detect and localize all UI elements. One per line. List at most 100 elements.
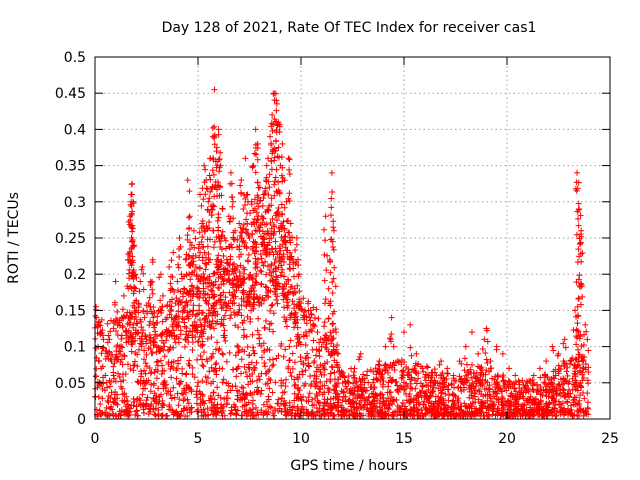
data-point <box>266 366 273 373</box>
data-point <box>282 238 289 245</box>
data-point <box>259 235 266 242</box>
data-point <box>189 293 196 300</box>
data-point <box>153 349 160 356</box>
data-point <box>149 259 156 266</box>
data-point <box>339 380 346 387</box>
data-point <box>278 224 285 231</box>
data-point <box>189 328 196 335</box>
data-point <box>574 407 581 414</box>
data-point <box>513 396 520 403</box>
data-point <box>213 144 220 151</box>
data-point <box>482 371 489 378</box>
data-point <box>200 330 207 337</box>
data-point <box>307 317 314 324</box>
data-point <box>371 400 378 407</box>
data-point <box>215 131 222 138</box>
data-point <box>173 333 180 340</box>
data-point <box>119 344 126 351</box>
data-point <box>574 320 581 327</box>
data-point <box>146 294 153 301</box>
data-point <box>498 407 505 414</box>
data-point <box>431 379 438 386</box>
data-point <box>243 333 250 340</box>
data-point <box>283 323 290 330</box>
data-point <box>402 383 409 390</box>
data-point <box>351 409 358 416</box>
data-point <box>531 396 538 403</box>
data-point <box>265 155 272 162</box>
data-point <box>263 398 270 405</box>
data-point <box>165 347 172 354</box>
data-point <box>338 409 345 416</box>
data-point <box>357 378 364 385</box>
data-point <box>291 412 298 419</box>
data-point <box>126 408 133 415</box>
data-point <box>180 397 187 404</box>
data-point <box>155 406 162 413</box>
data-point <box>415 399 422 406</box>
data-point <box>270 361 277 368</box>
data-point <box>264 403 271 410</box>
data-point <box>280 379 287 386</box>
data-point <box>468 383 475 390</box>
data-point <box>486 368 493 375</box>
data-point <box>158 307 165 314</box>
data-point <box>219 379 226 386</box>
data-point <box>186 270 193 277</box>
data-point <box>288 311 295 318</box>
data-point <box>412 369 419 376</box>
data-point <box>199 309 206 316</box>
data-point <box>224 267 231 274</box>
data-point <box>351 374 358 381</box>
data-point <box>468 370 475 377</box>
data-point <box>350 412 357 419</box>
data-point <box>463 372 470 379</box>
data-point <box>184 396 191 403</box>
data-point <box>208 287 215 294</box>
data-point <box>202 266 209 273</box>
data-point <box>143 351 150 358</box>
data-point <box>97 401 104 408</box>
data-point <box>217 321 224 328</box>
data-point <box>196 229 203 236</box>
data-point <box>226 271 233 278</box>
data-point <box>274 217 281 224</box>
data-point <box>201 249 208 256</box>
data-point <box>401 329 407 336</box>
data-point <box>530 387 537 394</box>
data-point <box>106 336 113 343</box>
data-point <box>205 312 212 319</box>
data-point <box>512 372 519 379</box>
data-point <box>330 335 337 342</box>
data-point <box>192 252 199 259</box>
data-point <box>268 272 275 279</box>
data-point <box>483 327 490 334</box>
data-point <box>146 365 153 372</box>
data-point <box>388 331 395 338</box>
data-point <box>243 216 250 223</box>
data-point <box>183 328 190 335</box>
data-point <box>458 360 465 367</box>
data-point <box>261 221 268 228</box>
data-point <box>116 408 123 415</box>
data-point <box>425 372 432 379</box>
data-point <box>134 363 141 370</box>
data-point <box>334 341 341 348</box>
data-point <box>559 400 566 407</box>
data-point <box>294 316 301 323</box>
data-point <box>252 126 259 133</box>
data-point <box>220 289 227 296</box>
data-point <box>453 411 460 418</box>
data-point <box>183 331 190 338</box>
data-point <box>286 357 293 364</box>
data-point <box>287 283 294 290</box>
data-point <box>387 374 394 381</box>
data-point <box>249 378 256 385</box>
data-point <box>381 402 388 409</box>
data-point <box>409 366 416 373</box>
data-point <box>444 370 451 377</box>
data-point <box>218 409 225 416</box>
data-point <box>147 345 154 352</box>
data-point <box>318 412 325 419</box>
data-point <box>175 308 182 315</box>
